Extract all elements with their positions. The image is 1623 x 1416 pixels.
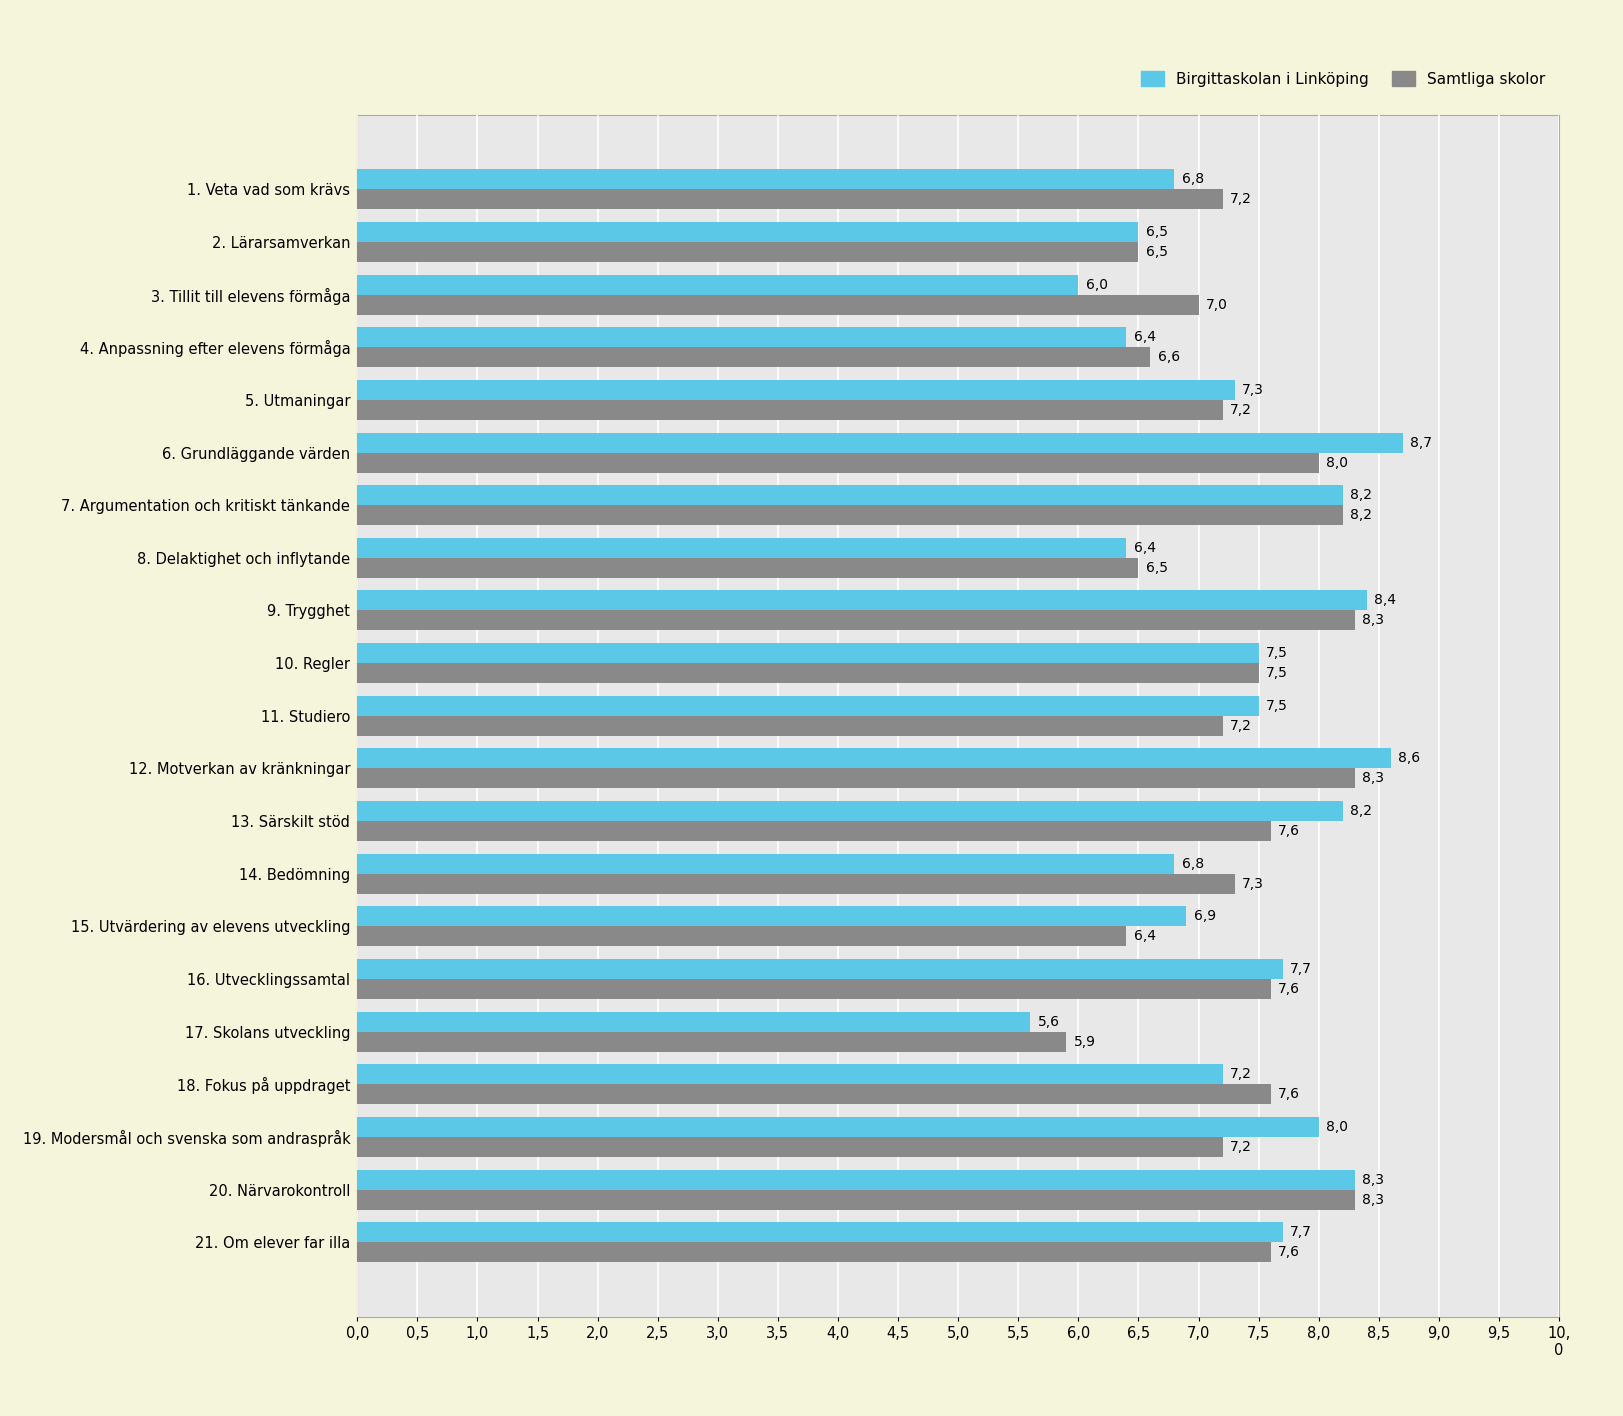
Bar bbox=[357, 242, 1138, 262]
Bar bbox=[357, 610, 1354, 630]
Bar bbox=[357, 275, 1078, 295]
Text: 6,0: 6,0 bbox=[1084, 278, 1107, 292]
Bar bbox=[357, 399, 1222, 421]
Bar bbox=[357, 749, 1389, 769]
Text: 6,8: 6,8 bbox=[1182, 857, 1203, 871]
Bar bbox=[357, 453, 1318, 473]
Text: 7,2: 7,2 bbox=[1229, 1140, 1251, 1154]
Bar bbox=[357, 222, 1138, 242]
Text: 7,3: 7,3 bbox=[1242, 382, 1263, 396]
Text: 7,2: 7,2 bbox=[1229, 1068, 1251, 1082]
Bar bbox=[357, 926, 1126, 946]
Bar bbox=[357, 1065, 1222, 1085]
Text: 7,6: 7,6 bbox=[1277, 1087, 1298, 1102]
Text: 5,6: 5,6 bbox=[1037, 1015, 1058, 1028]
Text: 6,4: 6,4 bbox=[1133, 541, 1156, 555]
Text: 7,6: 7,6 bbox=[1277, 824, 1298, 838]
Text: 8,3: 8,3 bbox=[1362, 772, 1383, 786]
Bar bbox=[357, 663, 1258, 683]
Bar bbox=[357, 1222, 1282, 1242]
Bar bbox=[357, 821, 1269, 841]
Text: 8,3: 8,3 bbox=[1362, 613, 1383, 627]
Text: 6,5: 6,5 bbox=[1144, 561, 1167, 575]
Text: 8,0: 8,0 bbox=[1324, 1120, 1347, 1134]
Text: 7,5: 7,5 bbox=[1264, 646, 1287, 660]
Bar bbox=[357, 715, 1222, 736]
Bar bbox=[357, 1032, 1066, 1052]
Text: 6,4: 6,4 bbox=[1133, 929, 1156, 943]
Text: 8,2: 8,2 bbox=[1349, 489, 1371, 503]
Bar bbox=[357, 486, 1342, 506]
Text: 6,9: 6,9 bbox=[1193, 909, 1216, 923]
Text: 6,8: 6,8 bbox=[1182, 173, 1203, 187]
Legend: Birgittaskolan i Linköping, Samtliga skolor: Birgittaskolan i Linköping, Samtliga sko… bbox=[1134, 65, 1550, 92]
Text: 8,2: 8,2 bbox=[1349, 804, 1371, 818]
Bar bbox=[357, 1242, 1269, 1262]
Text: 7,2: 7,2 bbox=[1229, 193, 1251, 207]
Text: 7,5: 7,5 bbox=[1264, 698, 1287, 712]
Text: 8,3: 8,3 bbox=[1362, 1172, 1383, 1187]
Bar bbox=[357, 558, 1138, 578]
Text: 6,5: 6,5 bbox=[1144, 245, 1167, 259]
Text: 6,4: 6,4 bbox=[1133, 330, 1156, 344]
Bar bbox=[357, 874, 1233, 893]
Bar bbox=[357, 327, 1126, 347]
Text: 7,6: 7,6 bbox=[1277, 1245, 1298, 1259]
Text: 7,6: 7,6 bbox=[1277, 981, 1298, 995]
Bar bbox=[357, 1137, 1222, 1157]
Bar bbox=[357, 379, 1233, 399]
Text: 8,3: 8,3 bbox=[1362, 1192, 1383, 1206]
Text: 7,7: 7,7 bbox=[1289, 1225, 1311, 1239]
Bar bbox=[357, 1085, 1269, 1104]
Text: 7,0: 7,0 bbox=[1204, 297, 1227, 312]
Bar bbox=[357, 906, 1186, 926]
Bar bbox=[357, 538, 1126, 558]
Text: 8,0: 8,0 bbox=[1324, 456, 1347, 470]
Bar bbox=[357, 347, 1149, 367]
Bar bbox=[357, 506, 1342, 525]
Bar bbox=[357, 959, 1282, 978]
Bar bbox=[357, 590, 1367, 610]
Bar bbox=[357, 170, 1173, 190]
Bar bbox=[357, 643, 1258, 663]
Bar bbox=[357, 432, 1402, 453]
Text: 7,7: 7,7 bbox=[1289, 961, 1311, 976]
Text: 7,3: 7,3 bbox=[1242, 877, 1263, 891]
Text: 6,5: 6,5 bbox=[1144, 225, 1167, 239]
Text: 7,2: 7,2 bbox=[1229, 719, 1251, 732]
Text: 8,6: 8,6 bbox=[1397, 752, 1419, 766]
Bar bbox=[357, 295, 1198, 314]
Bar bbox=[357, 1011, 1029, 1032]
Text: 8,2: 8,2 bbox=[1349, 508, 1371, 523]
Bar bbox=[357, 695, 1258, 715]
Bar bbox=[357, 1170, 1354, 1189]
Bar bbox=[357, 190, 1222, 210]
Text: 6,6: 6,6 bbox=[1157, 350, 1178, 364]
Text: 8,4: 8,4 bbox=[1373, 593, 1396, 607]
Text: 7,2: 7,2 bbox=[1229, 404, 1251, 416]
Bar bbox=[357, 1189, 1354, 1209]
Bar bbox=[357, 1117, 1318, 1137]
Bar bbox=[357, 978, 1269, 1000]
Text: 8,7: 8,7 bbox=[1409, 436, 1431, 449]
Bar bbox=[357, 801, 1342, 821]
Bar bbox=[357, 769, 1354, 789]
Text: 5,9: 5,9 bbox=[1073, 1035, 1096, 1049]
Text: 7,5: 7,5 bbox=[1264, 666, 1287, 680]
Bar bbox=[357, 854, 1173, 874]
